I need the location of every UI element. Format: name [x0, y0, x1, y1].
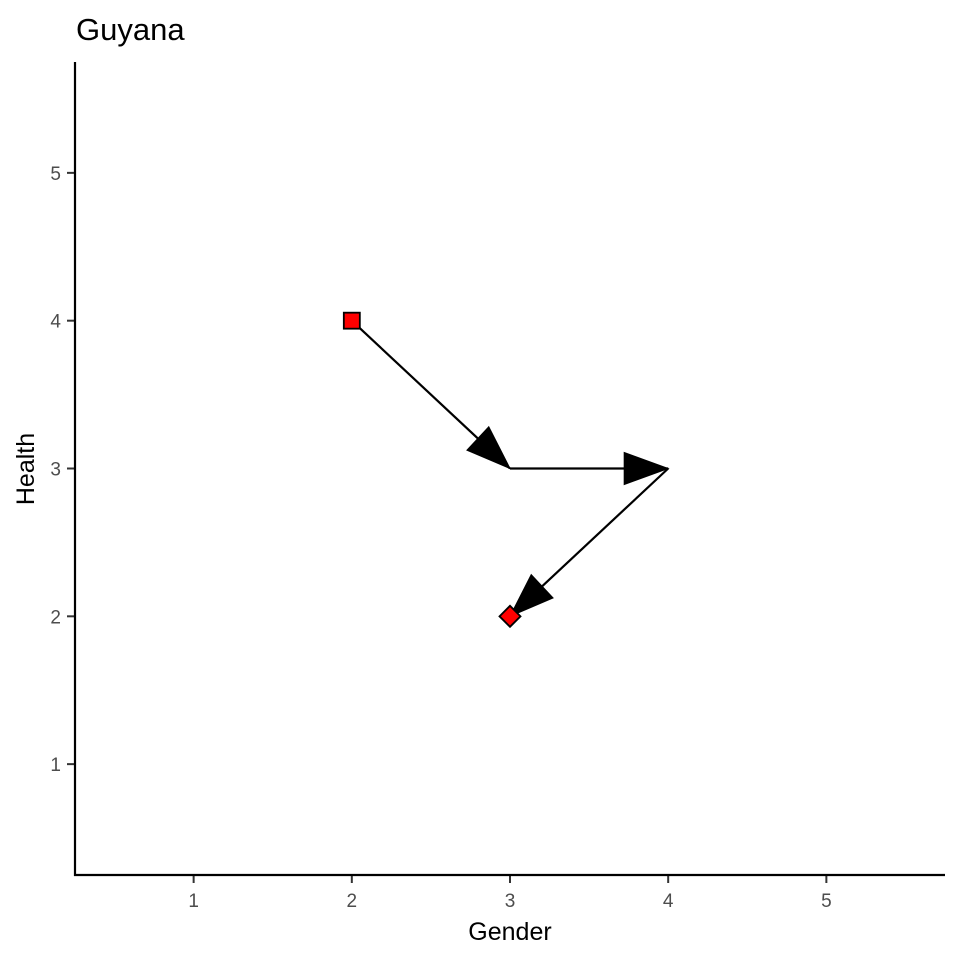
x-tick-label-5: 5: [821, 891, 832, 912]
x-axis-ticks: 1 2 3 4 5: [188, 875, 832, 912]
chart-title: Guyana: [76, 12, 185, 47]
y-tick-label-5: 5: [50, 164, 61, 185]
x-tick-label-3: 3: [505, 891, 516, 912]
arrowhead-2: [623, 451, 670, 486]
x-axis-label: Gender: [468, 918, 551, 946]
y-tick-label-4: 4: [50, 312, 61, 333]
y-axis-ticks: 1 2 3 4 5: [50, 164, 75, 776]
trajectory-points: [342, 311, 522, 629]
end-point-diamond: [498, 604, 522, 629]
y-tick-label-2: 2: [50, 607, 61, 628]
y-axis-label: Health: [12, 433, 40, 505]
y-tick-label-1: 1: [50, 755, 61, 776]
start-point-square: [342, 311, 361, 330]
y-tick-label-3: 3: [50, 460, 61, 481]
x-tick-label-1: 1: [188, 891, 199, 912]
arrowhead-1: [466, 425, 512, 470]
x-tick-label-4: 4: [663, 891, 674, 912]
trajectory-path: [351, 319, 670, 618]
arrowhead-3: [508, 573, 554, 618]
x-tick-label-2: 2: [347, 891, 358, 912]
